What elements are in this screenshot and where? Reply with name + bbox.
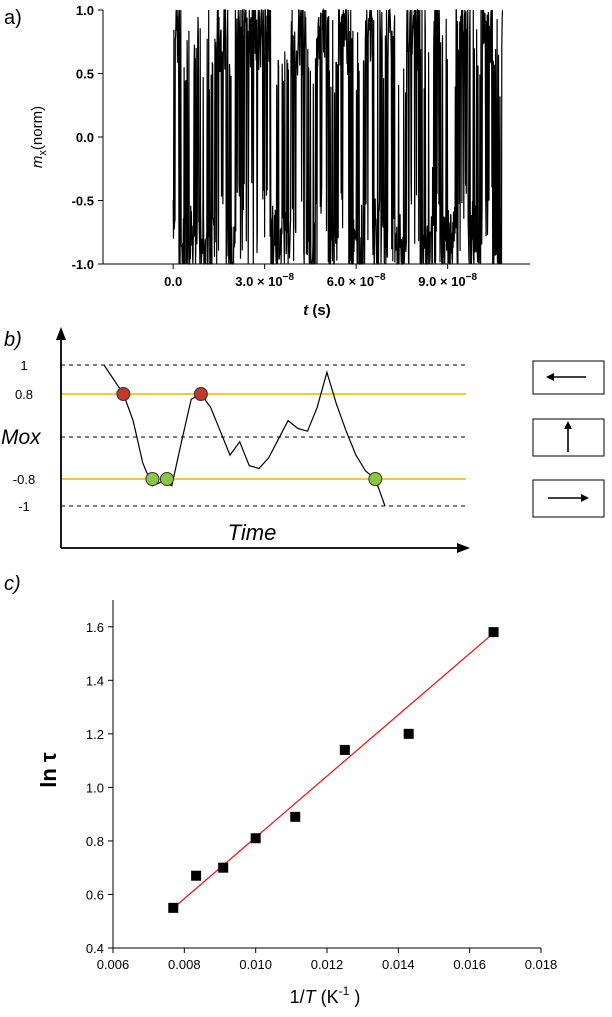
y-tick-label-c: 1.2 — [86, 727, 104, 742]
state-box-up — [532, 418, 605, 457]
y-tick-label-c: 1.4 — [86, 673, 104, 688]
x-tick-label-c: 0.016 — [453, 957, 486, 972]
y-level-label-b: 0.8 — [15, 387, 33, 402]
x-tick-label-c: 0.008 — [168, 957, 201, 972]
crossing-marker-red — [193, 387, 208, 401]
arrow-right-icon — [548, 494, 589, 502]
y-tick-label-a: 0.5 — [76, 67, 94, 82]
y-axis-arrow-icon — [56, 327, 66, 340]
y-tick-label-a: -1.0 — [72, 257, 94, 272]
mox-curve — [103, 364, 386, 507]
crossing-marker-green — [145, 472, 160, 486]
x-tick-label-a: 0.0 — [164, 274, 182, 289]
y-tick-label-c: 0.4 — [86, 941, 104, 956]
x-tick-label-a: 9.0 × 10−8 — [418, 272, 477, 289]
y-tick-label-a: 1.0 — [76, 3, 94, 18]
x-tick-label-a: 6.0 × 10−8 — [327, 272, 386, 289]
y-level-label-b: -0.8 — [13, 472, 35, 487]
crossing-marker-green — [159, 472, 174, 486]
panel-label-b: b) — [4, 329, 22, 351]
y-tick-label-c: 1.6 — [86, 620, 104, 635]
y-tick-label-c: 1.0 — [86, 780, 104, 795]
chart-b: 1 0.8 -0.8 -1 Mox Time — [1, 327, 605, 553]
state-box-left — [532, 360, 605, 395]
panel-label-c: c) — [4, 573, 21, 595]
data-point — [290, 811, 301, 822]
mx-series-line — [172, 7, 504, 265]
x-tick-label-c: 0.006 — [97, 957, 130, 972]
panel-label-a: a) — [4, 7, 22, 29]
x-tick-label-c: 0.012 — [311, 957, 344, 972]
y-level-label-b: 1 — [20, 358, 27, 373]
x-axis-label-a: t (s) — [303, 302, 331, 319]
crossing-marker-red — [116, 387, 131, 401]
arrow-left-icon — [546, 373, 586, 381]
x-tick-label-a: 3.0 × 10−8 — [235, 272, 294, 289]
fit-line — [173, 631, 496, 909]
x-tick-label-c: 0.010 — [239, 957, 272, 972]
y-tick-label-a: -0.5 — [72, 194, 94, 209]
x-tick-label-c: 0.014 — [382, 957, 415, 972]
y-tick-label-a: 0.0 — [76, 130, 94, 145]
data-point — [218, 862, 229, 873]
data-point — [250, 833, 261, 844]
chart-c: 0.4 0.6 0.8 1.0 1.2 1.4 1.6 0.006 0.008 0.010 0.0… — [36, 600, 557, 1007]
data-point — [191, 870, 202, 881]
x-axis-arrow-icon — [457, 543, 470, 553]
y-axis-label-a: mx(norm) — [29, 106, 49, 168]
x-tick-label-c: 0.018 — [525, 957, 558, 972]
state-box-right — [532, 479, 605, 518]
data-point — [339, 744, 350, 755]
arrow-up-icon — [564, 421, 572, 452]
data-point — [403, 728, 414, 739]
data-point — [488, 627, 499, 638]
crossing-marker-green — [368, 472, 383, 486]
data-point — [168, 902, 179, 913]
y-level-label-b: -1 — [18, 499, 30, 514]
y-tick-label-c: 0.8 — [86, 834, 104, 849]
chart-a: 1.0 0.5 0.0 -0.5 -1.0 0.0 3.0 × 10−8 6.0 × 10−… — [29, 3, 530, 319]
x-axis-label-b: Time — [228, 520, 277, 545]
x-axis-label-c: 1/T (K-1 ) — [290, 984, 361, 1007]
y-axis-label-b: Mox — [1, 426, 42, 449]
y-tick-label-c: 0.6 — [86, 887, 104, 902]
y-axis-label-c: ln τ — [36, 752, 61, 788]
